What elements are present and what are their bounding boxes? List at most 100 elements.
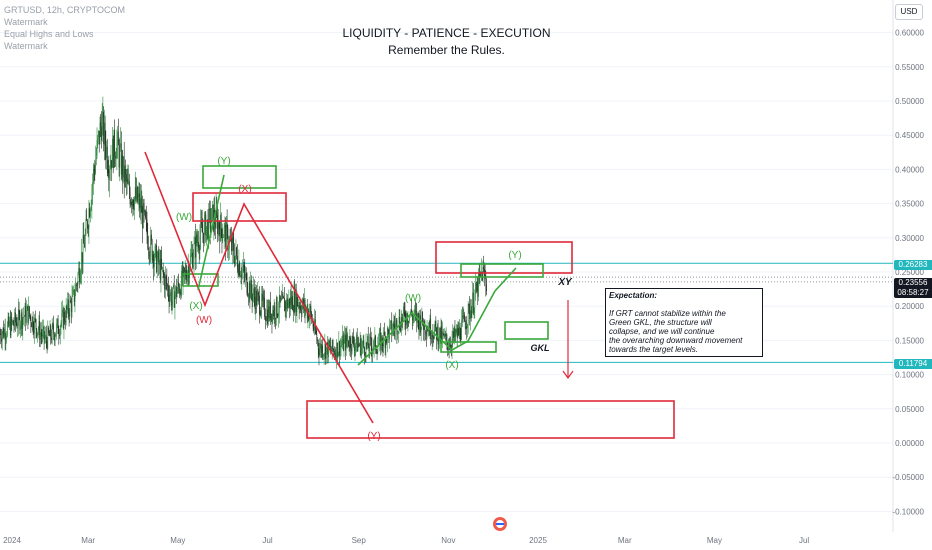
candle-body bbox=[318, 348, 320, 356]
candle-body bbox=[108, 173, 110, 181]
candle-body bbox=[374, 335, 376, 340]
candle-body bbox=[67, 299, 68, 310]
candle-body bbox=[104, 122, 106, 146]
candle-body bbox=[45, 335, 46, 339]
candle-body bbox=[23, 316, 25, 318]
candle-body bbox=[436, 326, 438, 340]
candle-body bbox=[313, 327, 315, 330]
candle-body bbox=[456, 328, 458, 338]
candle-body bbox=[70, 300, 71, 303]
candle-body bbox=[239, 262, 240, 276]
candle-body bbox=[150, 234, 152, 256]
candle-body bbox=[70, 302, 72, 313]
candle-body bbox=[54, 336, 56, 341]
candle-body bbox=[373, 347, 374, 350]
candle-body bbox=[467, 323, 468, 329]
candle-body bbox=[115, 156, 116, 159]
candle-body bbox=[258, 293, 260, 296]
candle-body bbox=[0, 333, 2, 339]
candle-body bbox=[350, 348, 352, 352]
candle-body bbox=[52, 324, 54, 326]
lower-level-price-tag: 0.11794 bbox=[894, 359, 932, 369]
candle-body bbox=[365, 342, 367, 357]
candle-body bbox=[261, 293, 263, 312]
expectation-note: Expectation: If GRT cannot stabilize wit… bbox=[605, 288, 763, 357]
candle-body bbox=[93, 169, 95, 171]
candle-body bbox=[330, 345, 332, 351]
candle-body bbox=[217, 214, 218, 234]
candle-body bbox=[415, 311, 417, 313]
candle-body bbox=[54, 333, 55, 341]
symbol-info: GRTUSD, 12h, CRYPTOCOM bbox=[4, 5, 126, 15]
candle-body bbox=[198, 248, 200, 252]
candle-body bbox=[484, 275, 486, 277]
candle-body bbox=[433, 337, 434, 339]
support-box bbox=[440, 341, 497, 353]
candle-body bbox=[77, 274, 79, 286]
candle-body bbox=[359, 338, 361, 347]
candle-body bbox=[14, 312, 16, 326]
candle-body bbox=[448, 348, 450, 350]
candle-body bbox=[472, 292, 474, 313]
candle-body bbox=[22, 318, 24, 329]
candle-body bbox=[273, 309, 274, 317]
candle-body bbox=[278, 312, 279, 317]
candle-body bbox=[160, 258, 162, 280]
y-tick-label: 0.15000 bbox=[895, 336, 924, 345]
candle-body bbox=[62, 309, 64, 329]
candle-body bbox=[135, 187, 137, 200]
candle-body bbox=[95, 155, 97, 162]
y-tick-label: 0.00000 bbox=[895, 439, 924, 448]
candle-body bbox=[33, 329, 35, 334]
candle-body bbox=[84, 243, 85, 248]
candle-body bbox=[31, 317, 33, 328]
currency-selector[interactable]: USD bbox=[895, 4, 923, 20]
candle-body bbox=[234, 256, 235, 265]
candle-body bbox=[159, 259, 161, 280]
candle-body bbox=[285, 302, 287, 310]
candle-body bbox=[247, 293, 249, 296]
candle-body bbox=[342, 335, 343, 345]
candle-body bbox=[421, 312, 423, 328]
candle-body bbox=[378, 334, 380, 344]
candle-body bbox=[481, 271, 483, 281]
candle-body bbox=[380, 332, 382, 351]
wave-label: (Y) bbox=[217, 156, 230, 167]
indicator-label[interactable]: Equal Highs and Lows bbox=[4, 29, 94, 39]
candle-body bbox=[253, 288, 255, 297]
candle-body bbox=[154, 246, 156, 259]
candle-body bbox=[435, 320, 437, 328]
candle-body bbox=[259, 314, 261, 316]
candle-body bbox=[69, 300, 71, 317]
candle-body bbox=[133, 206, 135, 211]
candle-body bbox=[321, 345, 323, 353]
candle-body bbox=[431, 334, 433, 340]
candle-body bbox=[362, 340, 364, 345]
candle-body bbox=[145, 217, 147, 220]
candle-body bbox=[428, 328, 429, 332]
candle-body bbox=[340, 345, 342, 347]
candle-body bbox=[329, 345, 331, 347]
candle-body bbox=[367, 336, 369, 348]
candle-body bbox=[331, 350, 332, 352]
candle-body bbox=[138, 193, 140, 198]
candle-body bbox=[386, 338, 387, 343]
candle-body bbox=[201, 221, 202, 225]
candle-body bbox=[289, 297, 291, 308]
candle-body bbox=[203, 232, 204, 244]
candle-body bbox=[262, 293, 263, 301]
candle-body bbox=[15, 322, 17, 324]
candle-body bbox=[144, 211, 146, 213]
candle-body bbox=[194, 237, 196, 244]
candle-body bbox=[153, 254, 154, 268]
candle-body bbox=[172, 287, 174, 301]
candle-body bbox=[389, 322, 391, 326]
candle-body bbox=[442, 331, 443, 341]
candle-body bbox=[81, 252, 82, 273]
candle-body bbox=[251, 279, 252, 294]
candle-body bbox=[385, 338, 387, 348]
candle-body bbox=[8, 316, 10, 327]
candle-body bbox=[335, 353, 337, 360]
candle-body bbox=[151, 240, 153, 261]
candle-body bbox=[29, 306, 30, 316]
